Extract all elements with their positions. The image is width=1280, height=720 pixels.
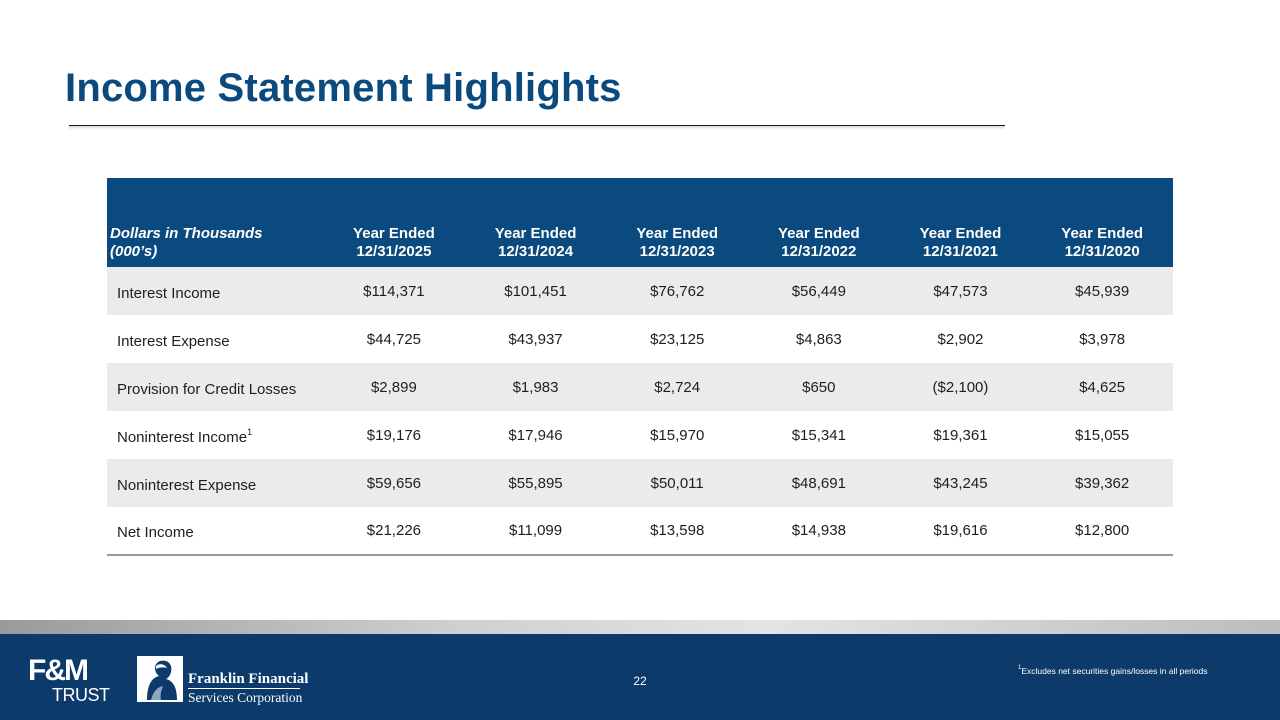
column-header: Year Ended 12/31/2025 <box>323 178 465 267</box>
fm-trust-logo: F&M TRUST <box>28 654 110 705</box>
table-cell: $11,099 <box>464 507 607 556</box>
row-label-text: Net Income <box>117 524 194 541</box>
row-label: Provision for Credit Losses <box>107 363 324 411</box>
table-cell: $114,371 <box>323 267 465 315</box>
table-cell: $39,362 <box>1031 459 1173 507</box>
table-cell: $47,573 <box>889 267 1032 315</box>
table-cell: $3,978 <box>1031 315 1173 363</box>
column-header: Year Ended 12/31/2023 <box>606 178 748 267</box>
table-cell: ($2,100) <box>889 363 1032 411</box>
table-cell: $48,691 <box>748 459 890 507</box>
table-cell: $2,899 <box>323 363 465 411</box>
ffsc-logo-line2: Services Corporation <box>188 690 303 705</box>
column-header-line2: 12/31/2022 <box>781 243 857 260</box>
fm-logo-mark: F&M <box>28 654 89 687</box>
table-cell: $650 <box>748 363 890 411</box>
column-header-line2: 12/31/2023 <box>639 243 715 260</box>
table-cell: $15,341 <box>748 411 890 459</box>
column-header: Year Ended 12/31/2022 <box>748 178 890 267</box>
table-cell: $15,055 <box>1031 411 1173 459</box>
table-cell: $23,125 <box>606 315 748 363</box>
row-label-text: Interest Income <box>117 284 221 302</box>
table-cell: $21,226 <box>323 507 465 556</box>
column-header-line1: Year Ended <box>777 225 860 242</box>
table-cell: $56,449 <box>748 267 890 315</box>
column-header-line2: 12/31/2024 <box>498 243 574 260</box>
column-header: Year Ended 12/31/2020 <box>1031 178 1173 267</box>
row-label-text: Noninterest Expense <box>117 476 257 494</box>
franklin-portrait-icon <box>137 656 183 702</box>
footnote-text: Excludes net securities gains/losses in … <box>1021 666 1208 676</box>
table-cell: $50,011 <box>606 459 748 507</box>
table-cell: $19,176 <box>323 411 465 459</box>
table-row: Noninterest Income1 $19,176 $17,946 $15,970… <box>107 411 1173 459</box>
table-row: Interest Income $114,371 $101,451 $76,762 $5… <box>107 267 1173 315</box>
income-statement-table: Dollars in Thousands (000’s) Year Ended … <box>107 178 1173 556</box>
row-label-text: Provision for Credit Losses <box>117 380 297 398</box>
table-cell: $13,598 <box>606 507 748 556</box>
label-header-line1: Dollars in Thousands <box>110 225 263 242</box>
title-divider <box>69 125 1005 126</box>
table-cell: $15,970 <box>606 411 748 459</box>
row-label: Net Income <box>107 507 324 556</box>
column-header-line1: Year Ended <box>919 225 1002 242</box>
column-header-line1: Year Ended <box>353 225 435 242</box>
page-number: 22 <box>633 674 647 688</box>
column-header: Year Ended 12/31/2024 <box>464 178 607 267</box>
table-cell: $1,983 <box>464 363 607 411</box>
table-cell: $2,724 <box>606 363 748 411</box>
footer-bar: F&M TRUST Franklin Financial Services Co… <box>0 634 1280 720</box>
table-cell: $4,625 <box>1031 363 1173 411</box>
table-cell: $43,937 <box>464 315 607 363</box>
table-cell: $14,938 <box>748 507 890 556</box>
row-label: Interest Expense <box>107 315 324 363</box>
table-row: Interest Expense $44,725 $43,937 $23,125 $4,… <box>107 315 1173 363</box>
column-header-line2: 12/31/2021 <box>922 243 998 260</box>
table-cell: $44,725 <box>323 315 465 363</box>
table-row: Noninterest Expense $59,656 $55,895 $50,011… <box>107 459 1173 507</box>
column-header-line1: Year Ended <box>1061 225 1143 242</box>
row-label: Interest Income <box>107 267 324 315</box>
slide-title: Income Statement Highlights <box>65 66 622 110</box>
column-header-line1: Year Ended <box>494 225 577 242</box>
title-divider-shadow <box>69 126 1005 130</box>
table-cell: $17,946 <box>464 411 607 459</box>
column-header: Year Ended 12/31/2021 <box>889 178 1032 267</box>
table-cell: $59,656 <box>323 459 465 507</box>
table-row: Net Income $21,226 $11,099 $13,598 $14,938 $1… <box>107 507 1173 556</box>
ffsc-logo-line1: Franklin Financial <box>188 671 309 687</box>
footnote-ref: 1 <box>247 426 253 437</box>
row-label: Noninterest Expense <box>107 459 324 507</box>
column-header-line2: 12/31/2025 <box>356 243 432 260</box>
label-column-header: Dollars in Thousands (000’s) <box>107 178 324 267</box>
footer-gradient-band <box>0 620 1280 634</box>
ffsc-logo-text: Franklin Financial Services Corporation <box>188 671 308 706</box>
table-cell: $4,863 <box>748 315 890 363</box>
ffsc-logo-rule <box>188 688 300 689</box>
column-header-line2: 12/31/2020 <box>1064 243 1140 260</box>
table-row: Provision for Credit Losses $2,899 $1,983 $… <box>107 363 1173 411</box>
table-cell: $55,895 <box>464 459 607 507</box>
label-header-line2: (000’s) <box>110 243 158 260</box>
table-cell: $43,245 <box>889 459 1032 507</box>
table-cell: $2,902 <box>889 315 1032 363</box>
row-label-text: Noninterest Income <box>117 428 248 446</box>
row-label: Noninterest Income1 <box>107 411 324 459</box>
table-header-row: Dollars in Thousands (000’s) Year Ended … <box>107 178 1173 267</box>
row-label-text: Interest Expense <box>117 332 230 350</box>
footnote-marker: 1 <box>1018 665 1022 671</box>
table-cell: $76,762 <box>606 267 748 315</box>
table-cell: $19,616 <box>889 507 1032 556</box>
table-cell: $19,361 <box>889 411 1032 459</box>
table-cell: $101,451 <box>464 267 607 315</box>
footnote: 1Excludes net securities gains/losses in… <box>1018 665 1208 676</box>
column-header-line1: Year Ended <box>636 225 719 242</box>
fm-logo-word: TRUST <box>52 685 110 705</box>
table-cell: $12,800 <box>1031 507 1173 556</box>
table-cell: $45,939 <box>1031 267 1173 315</box>
